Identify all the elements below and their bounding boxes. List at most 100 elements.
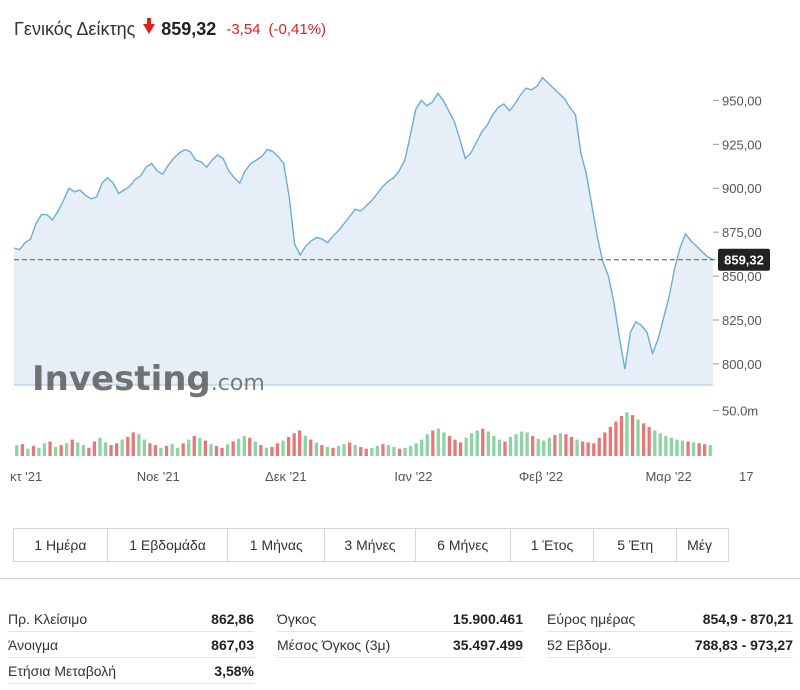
stat-row: Πρ. Κλείσιμο 862,86 bbox=[8, 606, 254, 632]
range-tab[interactable]: 1 Εβδομάδα bbox=[108, 529, 229, 561]
volume-bar bbox=[381, 444, 385, 456]
volume-bar bbox=[137, 434, 141, 456]
volume-bar bbox=[436, 428, 440, 456]
volume-bar bbox=[159, 447, 163, 456]
x-tick-label: Ιαν '22 bbox=[394, 469, 432, 484]
stat-row: 52 Εβδομ. 788,83 - 973,27 bbox=[547, 632, 793, 658]
range-tab[interactable]: 5 Έτη bbox=[594, 529, 678, 561]
x-tick-label: Μαρ '22 bbox=[645, 469, 691, 484]
current-price-tag bbox=[718, 248, 770, 271]
last-price: 859,32 bbox=[161, 18, 217, 39]
volume-bar bbox=[275, 443, 280, 456]
volume-bar bbox=[203, 440, 207, 456]
index-name: Γενικός Δείκτης bbox=[14, 18, 136, 39]
volume-bar bbox=[364, 448, 368, 456]
volume-bar bbox=[481, 428, 485, 456]
volume-bar bbox=[425, 434, 429, 456]
volume-bar bbox=[514, 434, 518, 456]
volume-bar bbox=[658, 433, 662, 456]
volume-bar bbox=[486, 431, 490, 456]
volume-bar bbox=[142, 439, 146, 456]
divider bbox=[0, 578, 800, 579]
arrow-down-icon bbox=[143, 18, 156, 34]
volume-bar bbox=[403, 447, 407, 456]
volume-bar bbox=[286, 436, 291, 456]
stat-value: 867,03 bbox=[211, 636, 254, 653]
volume-bar bbox=[120, 439, 124, 456]
volume-bar bbox=[348, 442, 352, 456]
price-area bbox=[14, 77, 713, 385]
y-tick-label: 850,00 bbox=[722, 269, 762, 284]
y-tick-label: 900,00 bbox=[722, 181, 762, 196]
range-tab[interactable]: Μέγ bbox=[687, 537, 713, 553]
volume-bar bbox=[309, 439, 313, 456]
volume-bar bbox=[708, 445, 712, 456]
volume-bar bbox=[237, 438, 241, 456]
stat-row: Ετήσια Μεταβολή 3,58% bbox=[8, 658, 254, 684]
volume-bar bbox=[126, 436, 130, 456]
y-tick-label: 925,00 bbox=[722, 137, 762, 152]
volume-bar bbox=[386, 445, 391, 456]
volume-bar bbox=[37, 447, 41, 456]
volume-bar bbox=[164, 446, 169, 456]
volume-bar bbox=[53, 446, 58, 456]
volume-bar bbox=[458, 442, 463, 456]
volume-bar bbox=[242, 436, 246, 456]
volume-bar bbox=[176, 447, 180, 456]
volume-bar bbox=[131, 432, 135, 456]
volume-bar bbox=[608, 426, 612, 456]
volume-bar bbox=[536, 438, 540, 456]
range-tab[interactable]: 1 Έτος bbox=[511, 529, 595, 561]
volume-bar bbox=[475, 430, 479, 456]
volume-bar bbox=[98, 437, 102, 456]
volume-bar bbox=[630, 415, 635, 456]
volume-bar bbox=[575, 439, 579, 456]
stat-value: 788,83 - 973,27 bbox=[694, 636, 793, 653]
volume-bar bbox=[470, 433, 474, 456]
volume-bar bbox=[542, 440, 546, 456]
price-chart[interactable]: Investing.com 859,32 950,00 925,00 900,00 8… bbox=[0, 50, 800, 490]
volume-bar bbox=[680, 440, 685, 456]
volume-axis-label: 50.0m bbox=[722, 404, 758, 419]
current-price-label: 859,32 bbox=[724, 253, 764, 268]
x-tick-label: Δεκ '21 bbox=[265, 469, 307, 484]
volume-bar bbox=[231, 441, 235, 456]
volume-bar bbox=[181, 443, 185, 456]
volume-bar bbox=[464, 437, 468, 456]
volume-bar bbox=[353, 445, 357, 456]
range-tab[interactable]: 1 Ημέρα bbox=[14, 529, 108, 561]
volume-bar bbox=[547, 437, 551, 456]
x-tick-label: 17 bbox=[739, 469, 753, 484]
volume-bar bbox=[503, 441, 507, 456]
volume-bar bbox=[375, 446, 379, 456]
volume-bar bbox=[115, 443, 119, 456]
volume-bar bbox=[619, 416, 624, 456]
volume-bar bbox=[370, 447, 374, 456]
stats-column-2: Όγκος 15.900.461 Μέσος Όγκος (3μ) 35.497.49… bbox=[277, 606, 523, 658]
stat-label: Ετήσια Μεταβολή bbox=[8, 662, 117, 679]
volume-bar bbox=[264, 447, 269, 456]
volume-bar bbox=[414, 443, 418, 456]
volume-bar bbox=[153, 445, 158, 456]
y-tick-label: 950,00 bbox=[722, 93, 762, 108]
range-tab[interactable]: 1 Μήνας bbox=[228, 529, 326, 561]
volume-bar bbox=[642, 423, 646, 456]
stat-value: 15.900.461 bbox=[452, 610, 523, 627]
volume-bar bbox=[431, 430, 435, 456]
volume-bar bbox=[303, 436, 307, 456]
stat-row: Όγκος 15.900.461 bbox=[277, 606, 523, 632]
quote-header: Γενικός Δείκτης 859,32 -3,54 (-0,41%) bbox=[14, 14, 334, 44]
stat-label: Όγκος bbox=[277, 610, 317, 627]
range-tab[interactable]: 6 Μήνες bbox=[416, 529, 511, 561]
volume-bar bbox=[697, 443, 701, 456]
volume-bar bbox=[669, 437, 673, 456]
volume-bar bbox=[259, 445, 263, 456]
stat-label: Πρ. Κλείσιμο bbox=[8, 610, 88, 627]
volume-bar bbox=[409, 446, 413, 456]
stats-column-3: Εύρος ημέρας 854,9 - 870,21 52 Εβδομ. 788,8… bbox=[547, 606, 793, 658]
volume-bar bbox=[647, 426, 651, 456]
range-tab[interactable]: 3 Μήνες bbox=[325, 529, 416, 561]
stat-label: Μέσος Όγκος (3μ) bbox=[277, 636, 391, 653]
volume-bar bbox=[453, 439, 457, 456]
price-change-percent: (-0,41%) bbox=[268, 20, 327, 38]
